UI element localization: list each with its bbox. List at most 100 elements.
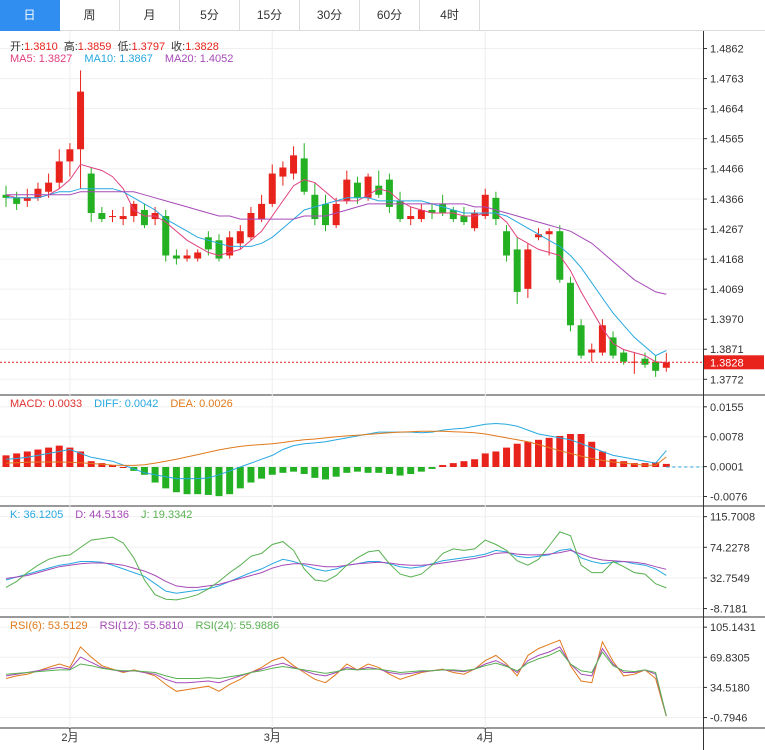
macd-histogram-bar: [162, 467, 170, 489]
y-tick-label: 74.2278: [710, 542, 750, 554]
x-tick-label: 4月: [477, 732, 494, 744]
ma5-line: [5, 163, 667, 364]
candle-body: [364, 176, 372, 198]
candle-body: [55, 161, 63, 183]
kdj-legend-item: J: 19.3342: [141, 509, 193, 521]
macd-histogram-bar: [620, 461, 628, 467]
macd-histogram-bar: [407, 467, 415, 474]
tab-60分[interactable]: 60分: [360, 0, 420, 31]
y-tick-label: 1.3970: [710, 314, 744, 326]
candle-body: [449, 209, 457, 220]
ohlc-label: 收:: [171, 41, 186, 53]
candle-body: [172, 255, 180, 259]
last-price-tag: [704, 355, 764, 370]
macd-histogram-bar: [45, 447, 53, 467]
y-tick-label: 32.7549: [710, 573, 750, 585]
ohlc-legend: 开:1.3810 高:1.3859 低:1.3797 收:1.3828: [10, 38, 225, 54]
macd-histogram-bar: [247, 467, 255, 483]
macd-histogram-bar: [268, 467, 276, 475]
candle-body: [140, 209, 148, 226]
candle-body: [300, 158, 308, 192]
macd-legend-item: DIFF: 0.0042: [94, 398, 159, 410]
candle-body: [162, 216, 170, 256]
candle-body: [322, 203, 329, 226]
rsi6-line: [5, 639, 667, 717]
y-tick-label: -8.7181: [710, 604, 747, 616]
macd-histogram-bar: [23, 451, 31, 467]
tab-15分[interactable]: 15分: [240, 0, 300, 31]
macd-histogram-bar: [449, 463, 457, 467]
candle-body: [620, 352, 628, 362]
candle-body: [87, 173, 95, 213]
macd-histogram-bar: [172, 467, 180, 493]
macd-histogram-bar: [652, 462, 660, 467]
candle-body: [588, 349, 596, 353]
x-tick-label: 3月: [264, 732, 281, 744]
macd-histogram-bar: [140, 467, 148, 475]
candle-body: [662, 362, 670, 368]
kdj-d-line: [5, 549, 667, 588]
y-tick-label: 1.4763: [710, 74, 744, 86]
macd-histogram-bar: [290, 467, 298, 472]
tab-周[interactable]: 周: [60, 0, 120, 31]
y-tick-label: 0.0078: [710, 432, 744, 444]
candle-body: [417, 209, 425, 220]
ohlc-item: 开:1.3810: [10, 41, 58, 53]
candle-body: [45, 182, 53, 192]
macd-histogram-bar: [66, 447, 74, 467]
kdj-legend: K: 36.1205 D: 44.5136 J: 19.3342: [10, 509, 204, 521]
macd-histogram-bar: [460, 461, 468, 467]
macd-histogram-bar: [87, 461, 95, 467]
kdj-legend-item: K: 36.1205: [10, 509, 64, 521]
macd-dea-line: [5, 430, 667, 466]
kdj-legend-item: D: 44.5136: [75, 509, 130, 521]
macd-histogram-bar: [55, 445, 63, 467]
candle-body: [109, 216, 116, 218]
macd-histogram-bar: [503, 447, 511, 467]
macd-histogram-bar: [236, 467, 244, 489]
ma10-line: [6, 188, 667, 357]
y-tick-label: 1.4466: [710, 164, 744, 176]
y-tick-label: 105.1431: [710, 622, 756, 634]
y-tick-label: 1.3871: [710, 344, 744, 356]
candle-body: [23, 197, 31, 201]
macd-histogram-bar: [279, 467, 287, 473]
y-tick-label: 1.4565: [710, 134, 744, 146]
ma-legend: MA5: 1.3827 MA10: 1.3867 MA20: 1.4052: [10, 53, 245, 65]
kdj-j-line: [5, 531, 667, 601]
y-tick-label: 115.7008: [710, 512, 755, 524]
ohlc-value: 1.3797: [131, 41, 166, 53]
tab-5分[interactable]: 5分: [180, 0, 240, 31]
macd-histogram-bar: [609, 459, 617, 467]
macd-histogram-bar: [385, 467, 393, 474]
period-tab-bar: 日周月 5分 15分 30分 60分 4时: [0, 0, 765, 31]
ohlc-label: 低:: [117, 41, 132, 53]
tab-日[interactable]: 日: [0, 0, 60, 31]
kdj-k-line: [5, 548, 667, 594]
y-tick-label: 1.4168: [710, 254, 744, 266]
y-tick-label: 1.4267: [710, 224, 744, 236]
rsi-legend-item: RSI(6): 53.5129: [10, 620, 88, 632]
candle-body: [503, 231, 511, 256]
y-tick-label: -0.7946: [710, 713, 747, 725]
tab-30分[interactable]: 30分: [300, 0, 360, 31]
macd-histogram-bar: [77, 451, 85, 467]
candle-body: [77, 91, 85, 150]
tab-4时[interactable]: 4时: [420, 0, 480, 31]
macd-histogram-bar: [545, 437, 553, 467]
candle-body: [343, 179, 351, 201]
macd-histogram-bar: [204, 467, 212, 495]
candle-body: [194, 252, 202, 259]
macd-histogram-bar: [343, 467, 351, 473]
macd-histogram-bar: [194, 467, 202, 495]
macd-legend-item: MACD: 0.0033: [10, 398, 83, 410]
candle-body: [2, 194, 10, 198]
candle-body: [119, 216, 127, 220]
tab-月[interactable]: 月: [120, 0, 180, 31]
candle-body: [439, 203, 447, 213]
macd-histogram-bar: [375, 467, 383, 473]
macd-histogram-bar: [524, 441, 532, 467]
macd-histogram-bar: [556, 435, 564, 467]
last-price-label: 1.3828: [710, 357, 744, 369]
candle-body: [566, 282, 574, 326]
